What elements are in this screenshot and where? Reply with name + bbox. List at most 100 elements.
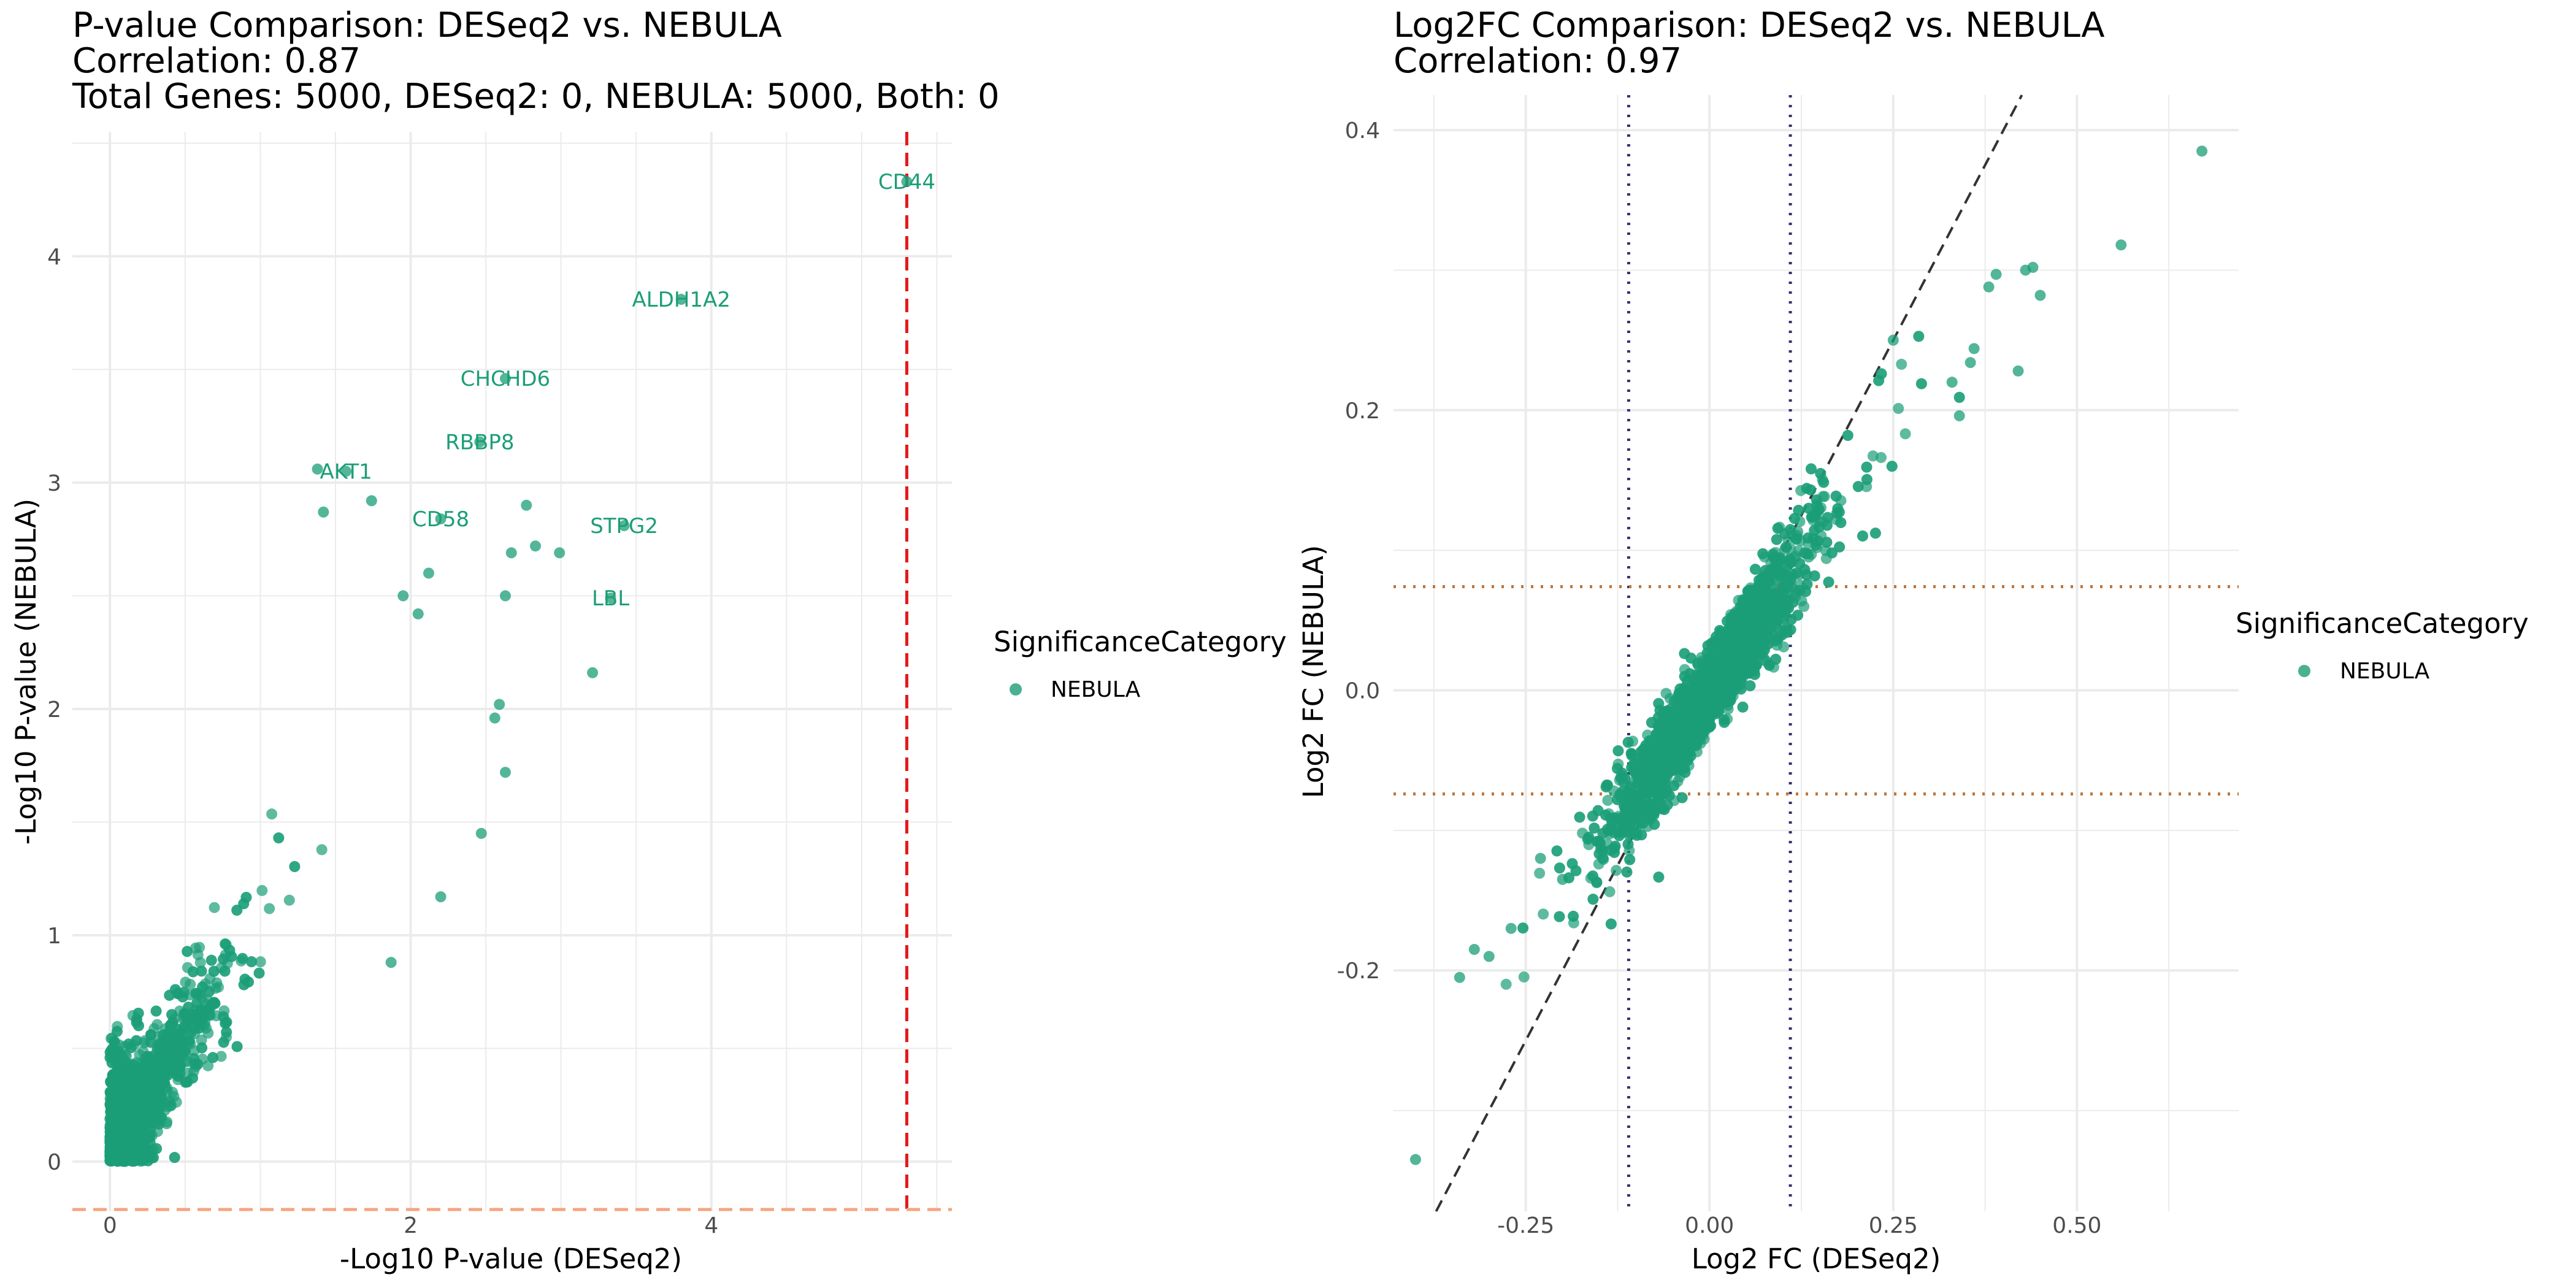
pvalue-point: [114, 1051, 126, 1063]
log2fc-point: [1876, 451, 1887, 463]
pvalue-point: [494, 699, 505, 710]
pvalue-point: [266, 808, 278, 820]
pvalue-point: [167, 1018, 178, 1029]
pvalue-point: [196, 1042, 208, 1054]
pvalue-point: [209, 902, 220, 913]
pvalue-point: [111, 1025, 123, 1037]
pvalue-point: [168, 1060, 180, 1071]
pvalue-point-label: RBBP8: [445, 430, 514, 454]
pvalue-y-tick-label: 0: [47, 1150, 61, 1175]
pvalue-point: [128, 1127, 139, 1139]
pvalue-point: [182, 1076, 193, 1088]
pvalue-point: [221, 1016, 232, 1028]
pvalue-point: [146, 1152, 158, 1163]
pvalue-subtitle-gene-counts: Total Genes: 5000, DESeq2: 0, NEBULA: 50…: [72, 77, 1000, 117]
pvalue-point: [239, 973, 251, 985]
pvalue-subtitle-correlation: Correlation: 0.87: [72, 41, 361, 81]
pvalue-point: [151, 1019, 163, 1030]
pvalue-point: [125, 1042, 137, 1054]
pvalue-point: [521, 499, 532, 511]
pvalue-point: [104, 1046, 116, 1058]
log2fc-point: [1611, 865, 1622, 876]
pvalue-point: [499, 590, 511, 602]
log2fc-subtitle-correlation: Correlation: 0.97: [1393, 41, 1682, 81]
pvalue-point: [218, 1037, 229, 1048]
pvalue-point: [499, 767, 511, 778]
pvalue-point: [192, 949, 204, 960]
pvalue-point: [316, 844, 328, 856]
log2fc-point: [1602, 794, 1614, 806]
pvalue-point: [253, 967, 265, 979]
pvalue-point: [231, 905, 243, 916]
pvalue-point: [255, 956, 266, 968]
pvalue-legend-key: [1010, 683, 1022, 696]
pvalue-point: [435, 891, 447, 903]
pvalue-point: [219, 965, 231, 977]
pvalue-point-label: ALDH1A2: [632, 288, 730, 312]
pvalue-point: [412, 608, 424, 619]
log2fc-point: [1518, 971, 1530, 983]
pvalue-y-tick-label: 3: [47, 471, 61, 496]
pvalue-point: [256, 884, 268, 896]
pvalue-reference-lines: [72, 132, 952, 1211]
pvalue-point: [185, 978, 196, 990]
pvalue-point: [475, 827, 487, 839]
pvalue-point: [120, 1106, 132, 1118]
pvalue-point: [151, 1043, 163, 1054]
pvalue-point: [226, 951, 237, 962]
pvalue-point: [397, 590, 409, 602]
pvalue-point: [221, 1026, 232, 1038]
pvalue-point: [529, 540, 541, 552]
pvalue-point: [112, 1133, 123, 1144]
pvalue-point: [196, 965, 207, 977]
pvalue-legend-title: SignificanceCategory: [994, 626, 1287, 658]
pvalue-bulk-points: [104, 808, 328, 1167]
pvalue-point: [133, 1072, 145, 1084]
pvalue-point: [273, 832, 285, 844]
pvalue-point: [113, 1123, 125, 1135]
pvalue-legend-label: NEBULA: [1051, 677, 1141, 702]
pvalue-point: [139, 1135, 151, 1146]
pvalue-point: [283, 894, 295, 906]
pvalue-comparison-panel: P-value Comparison: DESeq2 vs. NEBULA Co…: [10, 6, 1287, 1275]
pvalue-point: [132, 1007, 144, 1019]
pvalue-x-tick-label: 2: [404, 1213, 418, 1238]
pvalue-y-tick-label: 2: [47, 697, 61, 723]
pvalue-point: [237, 953, 248, 964]
pvalue-point: [196, 1034, 207, 1046]
pvalue-point: [109, 1092, 120, 1103]
pvalue-point: [192, 1059, 204, 1070]
pvalue-x-tick-label: 0: [103, 1213, 117, 1238]
pvalue-point: [193, 1022, 205, 1034]
pvalue-point: [289, 861, 301, 872]
pvalue-legend-key-point: [1010, 683, 1022, 696]
pvalue-title: P-value Comparison: DESeq2 vs. NEBULA: [72, 6, 782, 45]
pvalue-point: [366, 495, 377, 507]
pvalue-y-tick-label: 1: [47, 924, 61, 949]
pvalue-y-tick-label: 4: [47, 245, 61, 270]
pvalue-point: [107, 1070, 118, 1081]
log2fc-point: [1604, 886, 1616, 897]
pvalue-point: [121, 1065, 132, 1076]
pvalue-point: [489, 712, 500, 724]
pvalue-point: [209, 998, 221, 1010]
pvalue-point: [423, 567, 434, 579]
pvalue-point: [131, 1016, 142, 1028]
pvalue-point: [130, 1097, 142, 1109]
pvalue-point: [220, 938, 231, 950]
pvalue-point: [124, 1148, 136, 1160]
pvalue-point: [164, 989, 175, 1001]
pvalue-point: [240, 892, 252, 903]
pvalue-point: [264, 903, 275, 914]
pvalue-point: [139, 1113, 151, 1124]
pvalue-point: [505, 547, 517, 559]
pvalue-grid: [72, 132, 952, 1211]
pvalue-point: [145, 1081, 156, 1093]
pvalue-point: [169, 1152, 180, 1163]
pvalue-point: [554, 547, 565, 559]
pvalue-x-axis-title: -Log10 P-value (DESeq2): [340, 1243, 682, 1275]
pvalue-x-tick-label: 4: [704, 1213, 718, 1238]
pvalue-point-label: CD44: [878, 170, 935, 194]
